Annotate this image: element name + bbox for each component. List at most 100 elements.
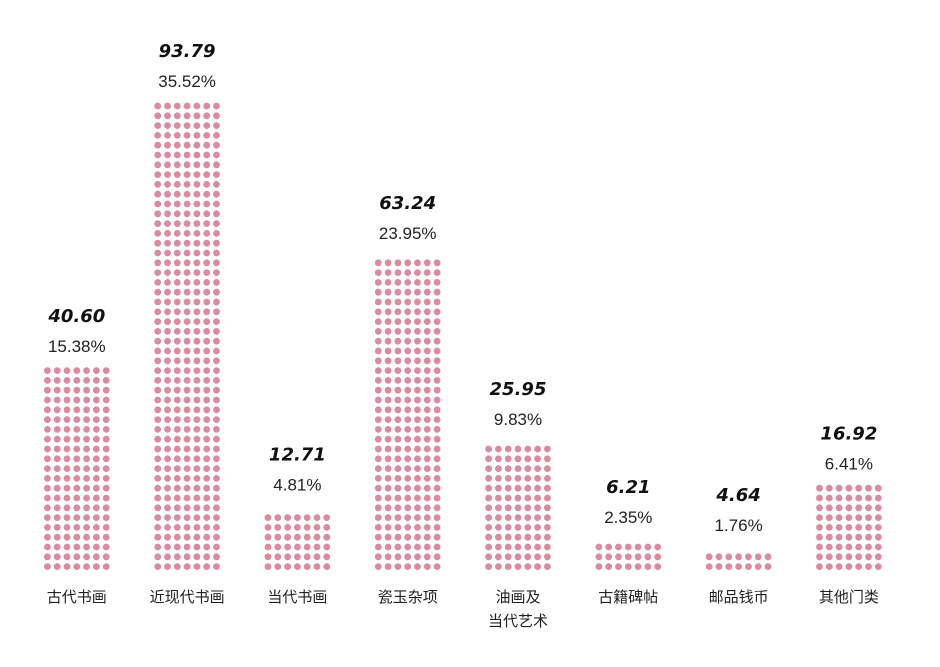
bar-dot: [423, 328, 431, 335]
bar-dot: [524, 533, 532, 541]
bar-dot: [53, 377, 61, 384]
bar-dot: [183, 426, 191, 433]
bar-dot: [495, 563, 502, 570]
bar-dot: [213, 524, 220, 531]
bar-dot: [816, 484, 823, 492]
bar-dot: [404, 445, 412, 453]
bar-dot: [203, 279, 211, 286]
bar-dot: [93, 396, 100, 404]
bar-dot: [173, 494, 181, 502]
bar-dot: [745, 553, 752, 561]
bar-dot: [83, 465, 90, 472]
bar-dot: [414, 288, 421, 296]
category-label: 近现代书画: [150, 588, 225, 606]
bar-dot: [514, 504, 522, 512]
bar-dot: [44, 455, 51, 463]
bar-dot: [164, 494, 171, 502]
bar-dot: [374, 279, 382, 286]
bar-dot: [404, 494, 412, 502]
bar-dot: [423, 435, 431, 443]
bar-dot: [394, 347, 402, 355]
bar-dot: [524, 563, 532, 570]
bar-dot: [173, 132, 181, 139]
bar-dot: [514, 514, 522, 521]
bar-dot: [384, 406, 392, 414]
bar-dot: [524, 553, 532, 561]
bar-dot: [213, 318, 220, 325]
bar-dot: [514, 553, 522, 561]
bar-dot: [164, 328, 171, 335]
bar-dot: [835, 563, 843, 570]
bar-dot: [524, 484, 532, 492]
bar-dot: [544, 553, 551, 561]
bar-dot: [374, 367, 382, 374]
bar-dot: [203, 377, 211, 384]
bar-dot: [173, 112, 181, 120]
bar-dot: [154, 553, 162, 561]
bar-dot: [93, 386, 100, 394]
bar-dot: [203, 210, 211, 218]
bar-dot: [83, 563, 90, 570]
category-label: 邮品钱币: [709, 588, 769, 606]
bar-dot: [154, 337, 162, 345]
bar-dot: [154, 220, 162, 228]
bar-dot: [816, 553, 823, 561]
bar-dot: [93, 543, 100, 551]
bar-dot: [423, 269, 431, 276]
bar-dot: [154, 200, 162, 208]
bar-dot: [193, 386, 201, 394]
bar-dot: [164, 151, 171, 159]
bar-dot: [816, 563, 823, 570]
bar-dot: [274, 533, 282, 541]
bar-dot: [313, 533, 321, 541]
bar-dot: [495, 465, 502, 472]
bar-dot: [544, 484, 551, 492]
bar-dot: [264, 514, 272, 521]
bar-dot: [193, 475, 201, 482]
bar-dot: [414, 396, 421, 404]
bar-dot: [384, 328, 392, 335]
bar-dot: [154, 455, 162, 463]
bar-dot: [203, 171, 211, 179]
bar-dot: [404, 553, 412, 561]
bar-dot: [384, 426, 392, 433]
bar-dot: [303, 553, 311, 561]
bar-dot: [164, 190, 171, 198]
bar-dot: [203, 426, 211, 433]
bar-dot: [595, 543, 603, 551]
bar-dot: [83, 475, 90, 482]
value-label: 16.92: [820, 424, 877, 445]
bar-dot: [433, 308, 441, 316]
bar-dot: [433, 426, 441, 433]
bar-dot: [394, 259, 402, 267]
bar-dot: [173, 269, 181, 276]
bar-dot: [404, 377, 412, 384]
bar-dot: [414, 386, 421, 394]
bar-dot: [423, 494, 431, 502]
bar-dot: [164, 318, 171, 325]
bar-dot: [514, 524, 522, 531]
bar-dot: [374, 553, 382, 561]
bar-dot: [294, 524, 301, 531]
bar-dot: [102, 543, 110, 551]
bar-dot: [374, 514, 382, 521]
bar-dot: [374, 318, 382, 325]
bar-dot: [63, 455, 71, 463]
bar-dot: [634, 543, 642, 551]
bar-dot: [193, 112, 201, 120]
bar-dot: [83, 543, 90, 551]
bar-dot: [73, 377, 81, 384]
bar-dot: [654, 543, 662, 551]
bar-dot: [203, 151, 211, 159]
bar-dot: [173, 435, 181, 443]
bar-dot: [394, 504, 402, 512]
bar-dot: [433, 504, 441, 512]
bar-dot: [433, 416, 441, 423]
bar-dot: [323, 563, 331, 570]
bar-dot: [423, 465, 431, 472]
bar-dot: [73, 553, 81, 561]
bar-dot: [44, 435, 51, 443]
bar-dot: [203, 484, 211, 492]
bar-dot: [183, 504, 191, 512]
bar-dot: [154, 259, 162, 267]
